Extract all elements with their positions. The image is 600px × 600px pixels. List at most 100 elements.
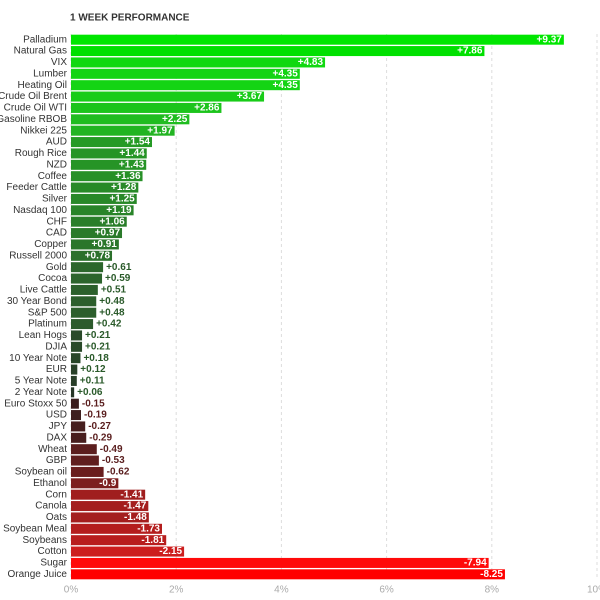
value-label: -1.81 xyxy=(141,535,164,546)
x-tick-label: 8% xyxy=(485,585,500,596)
bar xyxy=(71,501,149,512)
category-label: Nasdaq 100 xyxy=(13,205,67,216)
bar xyxy=(71,205,134,216)
bar xyxy=(71,250,113,261)
bar xyxy=(71,262,104,273)
value-label: +0.21 xyxy=(85,330,111,341)
category-label: Euro Stoxx 50 xyxy=(4,398,67,409)
category-label: 2 Year Note xyxy=(15,387,68,398)
value-label: +1.28 xyxy=(111,182,137,193)
value-label: -1.48 xyxy=(124,512,147,523)
bar xyxy=(71,421,86,432)
category-label: USD xyxy=(46,410,67,421)
category-label: Gasoline RBOB xyxy=(0,114,67,125)
x-tick-label: 0% xyxy=(64,585,79,596)
bar xyxy=(71,193,137,204)
value-label: +0.48 xyxy=(99,307,125,318)
value-label: -1.47 xyxy=(124,501,147,512)
value-label: +7.86 xyxy=(457,46,483,57)
bar xyxy=(71,91,265,102)
value-label: -0.62 xyxy=(107,467,130,478)
bar xyxy=(71,569,505,580)
value-label: +0.61 xyxy=(106,262,132,273)
category-label: GBP xyxy=(46,455,67,466)
bar xyxy=(71,353,81,364)
bar xyxy=(71,159,147,170)
chart-title: 1 WEEK PERFORMANCE xyxy=(70,13,190,24)
category-label: Silver xyxy=(42,194,68,205)
category-label: 5 Year Note xyxy=(15,376,68,387)
value-label: +9.37 xyxy=(537,34,563,45)
bar xyxy=(71,273,103,284)
x-tick-label: 6% xyxy=(379,585,394,596)
bar xyxy=(71,478,119,489)
bar xyxy=(71,489,146,500)
value-label: +4.83 xyxy=(298,57,324,68)
value-label: -0.29 xyxy=(89,432,112,443)
value-label: +1.97 xyxy=(147,125,173,136)
bar xyxy=(71,444,97,455)
x-tick-label: 4% xyxy=(274,585,289,596)
bar xyxy=(71,46,485,57)
category-label: Crude Oil WTI xyxy=(4,103,67,114)
category-label: Rough Rice xyxy=(15,148,68,159)
value-label: -2.15 xyxy=(159,546,182,557)
bar xyxy=(71,307,97,318)
value-label: -0.53 xyxy=(102,455,125,466)
value-label: -0.19 xyxy=(84,410,107,421)
bar xyxy=(71,512,149,523)
value-label: +0.51 xyxy=(101,285,127,296)
value-label: +0.12 xyxy=(80,364,106,375)
category-label: DAX xyxy=(46,432,67,443)
category-label: VIX xyxy=(51,57,67,68)
bar xyxy=(71,228,123,239)
bar xyxy=(71,57,326,68)
category-label: Lean Hogs xyxy=(19,330,67,341)
value-label: +1.43 xyxy=(119,159,145,170)
bar xyxy=(71,68,300,79)
bar xyxy=(71,546,185,557)
category-label: Palladium xyxy=(23,34,67,45)
value-label: +0.06 xyxy=(77,387,103,398)
category-label: Gold xyxy=(46,262,67,273)
value-label: -1.73 xyxy=(137,523,160,534)
bar xyxy=(71,319,94,330)
bar xyxy=(71,330,83,341)
value-label: +2.25 xyxy=(162,114,188,125)
bar xyxy=(71,182,139,193)
value-label: -7.94 xyxy=(464,558,487,569)
value-label: -0.15 xyxy=(82,398,105,409)
category-label: Heating Oil xyxy=(18,80,67,91)
bar xyxy=(71,523,162,534)
value-label: +0.42 xyxy=(96,319,122,330)
bar xyxy=(71,432,87,443)
category-label: EUR xyxy=(46,364,67,375)
value-label: +0.21 xyxy=(85,341,111,352)
category-label: S&P 500 xyxy=(28,307,68,318)
category-label: Corn xyxy=(45,489,67,500)
bar xyxy=(71,410,81,421)
category-label: Oats xyxy=(46,512,67,523)
category-label: Russell 2000 xyxy=(9,250,67,261)
x-tick-label: 2% xyxy=(169,585,184,596)
category-label: Ethanol xyxy=(33,478,67,489)
value-label: +0.59 xyxy=(105,273,131,284)
category-label: Cocoa xyxy=(38,273,67,284)
bar xyxy=(71,375,77,386)
value-label: +1.54 xyxy=(125,137,151,148)
value-label: +1.06 xyxy=(99,216,125,227)
value-label: -8.25 xyxy=(480,569,503,580)
category-label: CAD xyxy=(46,228,67,239)
value-label: +4.35 xyxy=(272,80,298,91)
bar xyxy=(71,284,98,295)
bar xyxy=(71,137,153,148)
bar xyxy=(71,455,99,466)
value-label: +1.44 xyxy=(119,148,145,159)
bar xyxy=(71,466,104,477)
category-label: AUD xyxy=(46,137,67,148)
value-label: +1.25 xyxy=(109,194,135,205)
bar xyxy=(71,239,119,250)
value-label: +0.48 xyxy=(99,296,125,307)
category-label: Lumber xyxy=(33,68,68,79)
